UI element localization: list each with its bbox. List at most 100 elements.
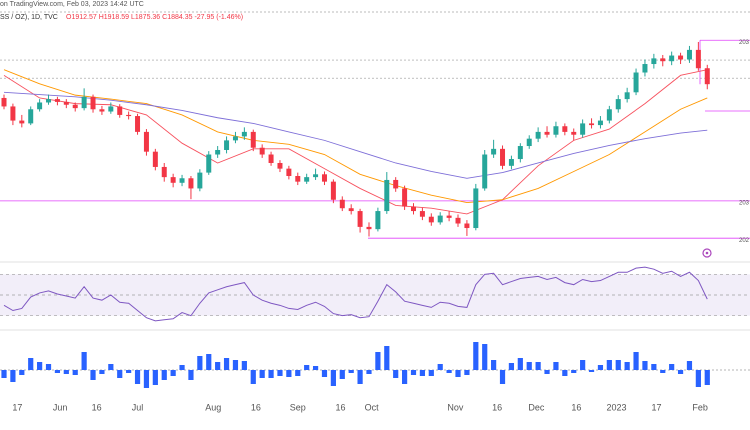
histogram-bar: [410, 370, 417, 375]
histogram-bar: [366, 370, 372, 374]
candle-body: [428, 216, 434, 223]
histogram-bar: [63, 370, 69, 374]
candle-body: [535, 131, 541, 139]
candle-body: [232, 136, 238, 141]
histogram-bar: [179, 365, 185, 370]
x-tick-label: 16: [251, 402, 261, 412]
candle-body: [491, 148, 497, 155]
candle-body: [295, 176, 301, 182]
candle-body: [206, 154, 212, 173]
histogram-bar: [517, 358, 523, 370]
candle-body: [464, 223, 470, 229]
histogram-bar: [259, 370, 265, 378]
candle-body: [215, 149, 221, 155]
histogram-bar: [615, 360, 621, 370]
candle-body: [188, 178, 194, 189]
candle-body: [1, 97, 7, 107]
histogram-bar: [686, 361, 693, 370]
candle-body: [455, 217, 461, 224]
histogram-bar: [357, 370, 363, 384]
histogram-bar: [588, 370, 595, 372]
candle-body: [72, 104, 78, 109]
histogram-bar: [491, 360, 497, 370]
histogram-bar: [473, 342, 479, 370]
candle-body: [473, 188, 479, 229]
level-label: 202: [739, 238, 750, 244]
histogram-bar: [695, 370, 701, 387]
histogram-bar: [19, 370, 25, 375]
candle-body: [321, 174, 327, 182]
histogram-bar: [170, 370, 176, 376]
candle-body: [651, 58, 657, 65]
level-label: 203: [739, 40, 750, 46]
candle-body: [589, 123, 595, 126]
histogram-bar: [330, 370, 336, 386]
histogram-bar: [499, 370, 506, 384]
histogram-bar: [161, 370, 167, 380]
histogram-bar: [348, 370, 354, 373]
candle-body: [686, 49, 692, 60]
x-tick-label: Aug: [205, 402, 221, 412]
source-text: on TradingView.com, Feb 03, 2023 14:42 U…: [0, 1, 144, 8]
candle-body: [375, 211, 381, 230]
candle-body: [161, 166, 167, 178]
candle-body: [63, 101, 69, 105]
candle-body: [384, 179, 390, 212]
histogram-bar: [704, 370, 710, 385]
histogram-bar: [277, 370, 283, 376]
histogram-bar: [295, 370, 301, 376]
candle-body: [304, 177, 310, 182]
candle-body: [571, 131, 577, 135]
candle-body: [330, 181, 336, 200]
candle-body: [500, 148, 506, 166]
x-tick-label: 2023: [606, 402, 626, 412]
candle-body: [597, 120, 603, 126]
histogram-bar: [54, 370, 61, 373]
histogram-bar: [250, 370, 256, 384]
x-tick-label: 16: [92, 402, 102, 412]
replay-icon: [702, 248, 712, 258]
candle-body: [277, 162, 283, 169]
candle-body: [179, 178, 185, 183]
histogram-bar: [108, 364, 114, 370]
candle-body: [117, 106, 123, 115]
candle-body: [402, 188, 408, 207]
histogram-bar: [232, 360, 239, 370]
histogram-bar: [375, 352, 381, 370]
candle-body: [10, 106, 16, 121]
histogram-bar: [553, 362, 559, 370]
histogram-bar: [384, 346, 390, 370]
histogram-bar: [134, 370, 141, 384]
histogram-bar: [606, 360, 612, 370]
candle-body: [357, 211, 363, 227]
candle-body: [366, 226, 372, 230]
candle-body: [81, 96, 87, 109]
symbol-text: SS / OZ), 1D, TVC: [0, 14, 58, 21]
candle-body: [642, 64, 648, 73]
histogram-bar: [81, 352, 87, 370]
candle-body: [268, 154, 274, 163]
histogram-bar: [651, 364, 657, 370]
histogram-bar: [339, 370, 345, 379]
histogram-bar: [669, 364, 675, 370]
candle-body: [99, 109, 105, 112]
histogram-bar: [268, 370, 274, 378]
histogram-bar: [143, 370, 150, 388]
moving-average: [3, 69, 708, 204]
x-tick-label: Jul: [132, 402, 144, 412]
histogram-bar: [544, 370, 550, 374]
histogram-bar: [446, 370, 452, 373]
histogram-bar: [633, 352, 639, 370]
moving-average: [3, 91, 708, 179]
candle-body: [624, 92, 630, 100]
histogram-bar: [72, 370, 78, 375]
histogram-bar: [286, 370, 292, 377]
histogram-bar: [99, 370, 105, 374]
histogram-bar: [526, 362, 532, 370]
candle-body: [224, 140, 230, 150]
candle-body: [704, 68, 710, 85]
candle-body: [313, 174, 319, 178]
level-label: 203: [739, 200, 750, 206]
